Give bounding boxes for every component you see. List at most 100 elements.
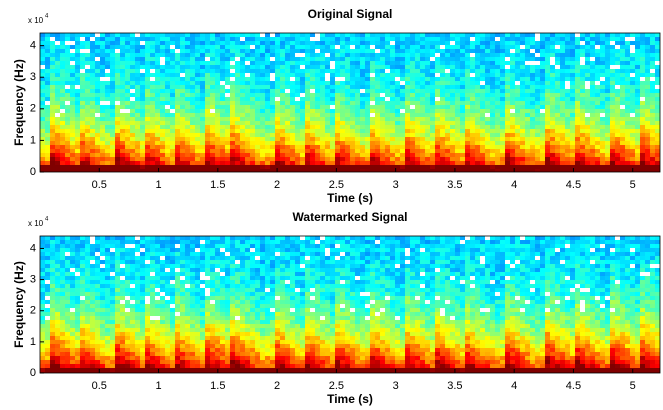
spectrogram-cell bbox=[455, 89, 460, 93]
spectrogram-cell bbox=[100, 304, 105, 308]
spectrogram-cell bbox=[520, 49, 525, 53]
spectrogram-cell bbox=[450, 73, 455, 77]
spectrogram-cell bbox=[350, 45, 355, 49]
spectrogram-cell bbox=[205, 145, 210, 149]
spectrogram-cell bbox=[275, 81, 280, 85]
spectrogram-cell bbox=[425, 49, 430, 53]
spectrogram-cell bbox=[425, 121, 430, 125]
spectrogram-cell bbox=[430, 109, 435, 113]
spectrogram-cell bbox=[520, 41, 525, 45]
spectrogram-cell bbox=[585, 81, 590, 85]
spectrogram-cell bbox=[565, 153, 570, 157]
spectrogram-cell bbox=[60, 280, 65, 284]
spectrogram-cell bbox=[570, 61, 575, 65]
spectrogram-cell bbox=[280, 77, 285, 81]
spectrogram-cell bbox=[360, 45, 365, 49]
spectrogram-cell bbox=[285, 53, 290, 57]
spectrogram-cell bbox=[585, 97, 590, 101]
spectrogram-cell bbox=[110, 356, 115, 360]
spectrogram-cell bbox=[140, 121, 145, 125]
spectrogram-cell bbox=[410, 129, 415, 133]
spectrogram-cell bbox=[190, 53, 195, 57]
spectrogram-cell bbox=[435, 61, 440, 65]
spectrogram-cell bbox=[295, 85, 300, 89]
spectrogram-cell bbox=[375, 101, 380, 105]
spectrogram-cell bbox=[470, 125, 475, 129]
spectrogram-cell bbox=[635, 53, 640, 57]
spectrogram-cell bbox=[120, 153, 125, 157]
spectrogram-cell bbox=[550, 69, 555, 73]
spectrogram-cell bbox=[475, 117, 480, 121]
spectrogram-cell bbox=[335, 49, 340, 53]
spectrogram-cell bbox=[110, 41, 115, 45]
spectrogram-cell bbox=[90, 161, 95, 165]
spectrogram-cell bbox=[100, 53, 105, 57]
spectrogram-cell bbox=[70, 89, 75, 93]
spectrogram-cell bbox=[500, 65, 505, 69]
spectrogram-cell bbox=[430, 133, 435, 137]
spectrogram-cell bbox=[410, 41, 415, 45]
spectrogram-cell bbox=[335, 45, 340, 49]
spectrogram-cell bbox=[335, 33, 340, 37]
spectrogram-cell bbox=[85, 49, 90, 53]
spectrogram-cell bbox=[65, 256, 70, 260]
spectrogram-cell bbox=[340, 113, 345, 117]
spectrogram-cell bbox=[425, 57, 430, 61]
spectrogram-cell bbox=[650, 121, 655, 125]
spectrogram-cell bbox=[540, 57, 545, 61]
spectrogram-cell bbox=[560, 109, 565, 113]
spectrogram-cell bbox=[535, 33, 540, 37]
spectrogram-cell bbox=[165, 45, 170, 49]
spectrogram-cell bbox=[50, 348, 55, 352]
spectrogram-cell bbox=[50, 316, 55, 320]
spectrogram-cell bbox=[515, 65, 520, 69]
spectrogram-cell bbox=[70, 97, 75, 101]
spectrogram-cell bbox=[60, 344, 65, 348]
spectrogram-cell bbox=[90, 352, 95, 356]
spectrogram-cell bbox=[465, 45, 470, 49]
spectrogram-cell bbox=[295, 129, 300, 133]
spectrogram-cell bbox=[50, 77, 55, 81]
spectrogram-cell bbox=[100, 260, 105, 264]
spectrogram-cell bbox=[270, 101, 275, 105]
spectrogram-cell bbox=[645, 93, 650, 97]
spectrogram-cell bbox=[270, 153, 275, 157]
spectrogram-cell bbox=[485, 53, 490, 57]
spectrogram-cell bbox=[45, 129, 50, 133]
spectrogram-cell bbox=[165, 113, 170, 117]
spectrogram-cell bbox=[120, 109, 125, 113]
spectrogram-cell bbox=[475, 77, 480, 81]
spectrogram-cell bbox=[105, 252, 110, 256]
spectrogram-cell bbox=[200, 121, 205, 125]
spectrogram-cell bbox=[600, 85, 605, 89]
spectrogram-cell bbox=[235, 77, 240, 81]
spectrogram-cell bbox=[295, 61, 300, 65]
spectrogram-cell bbox=[645, 77, 650, 81]
spectrogram-cell bbox=[145, 157, 150, 161]
spectrogram-cell bbox=[420, 89, 425, 93]
spectrogram-cell bbox=[425, 77, 430, 81]
spectrogram-cell bbox=[650, 89, 655, 93]
spectrogram-cell bbox=[40, 129, 45, 133]
spectrogram-cell bbox=[580, 33, 585, 37]
spectrogram-cell bbox=[565, 165, 570, 169]
spectrogram-cell bbox=[125, 320, 130, 324]
spectrogram-cell bbox=[105, 165, 110, 169]
spectrogram-cell bbox=[410, 133, 415, 137]
spectrogram-cell bbox=[455, 113, 460, 117]
spectrogram-cell bbox=[620, 137, 625, 141]
spectrogram-cell bbox=[100, 272, 105, 276]
spectrogram-cell bbox=[450, 109, 455, 113]
spectrogram-cell bbox=[265, 129, 270, 133]
spectrogram-cell bbox=[180, 121, 185, 125]
spectrogram-cell bbox=[120, 53, 125, 57]
spectrogram-cell bbox=[365, 45, 370, 49]
spectrogram-cell bbox=[555, 133, 560, 137]
spectrogram-cell bbox=[95, 157, 100, 161]
spectrogram-cell bbox=[50, 61, 55, 65]
spectrogram-cell bbox=[375, 53, 380, 57]
spectrogram-cell bbox=[555, 117, 560, 121]
spectrogram-cell bbox=[115, 121, 120, 125]
spectrogram-cell bbox=[125, 280, 130, 284]
spectrogram-cell bbox=[495, 97, 500, 101]
